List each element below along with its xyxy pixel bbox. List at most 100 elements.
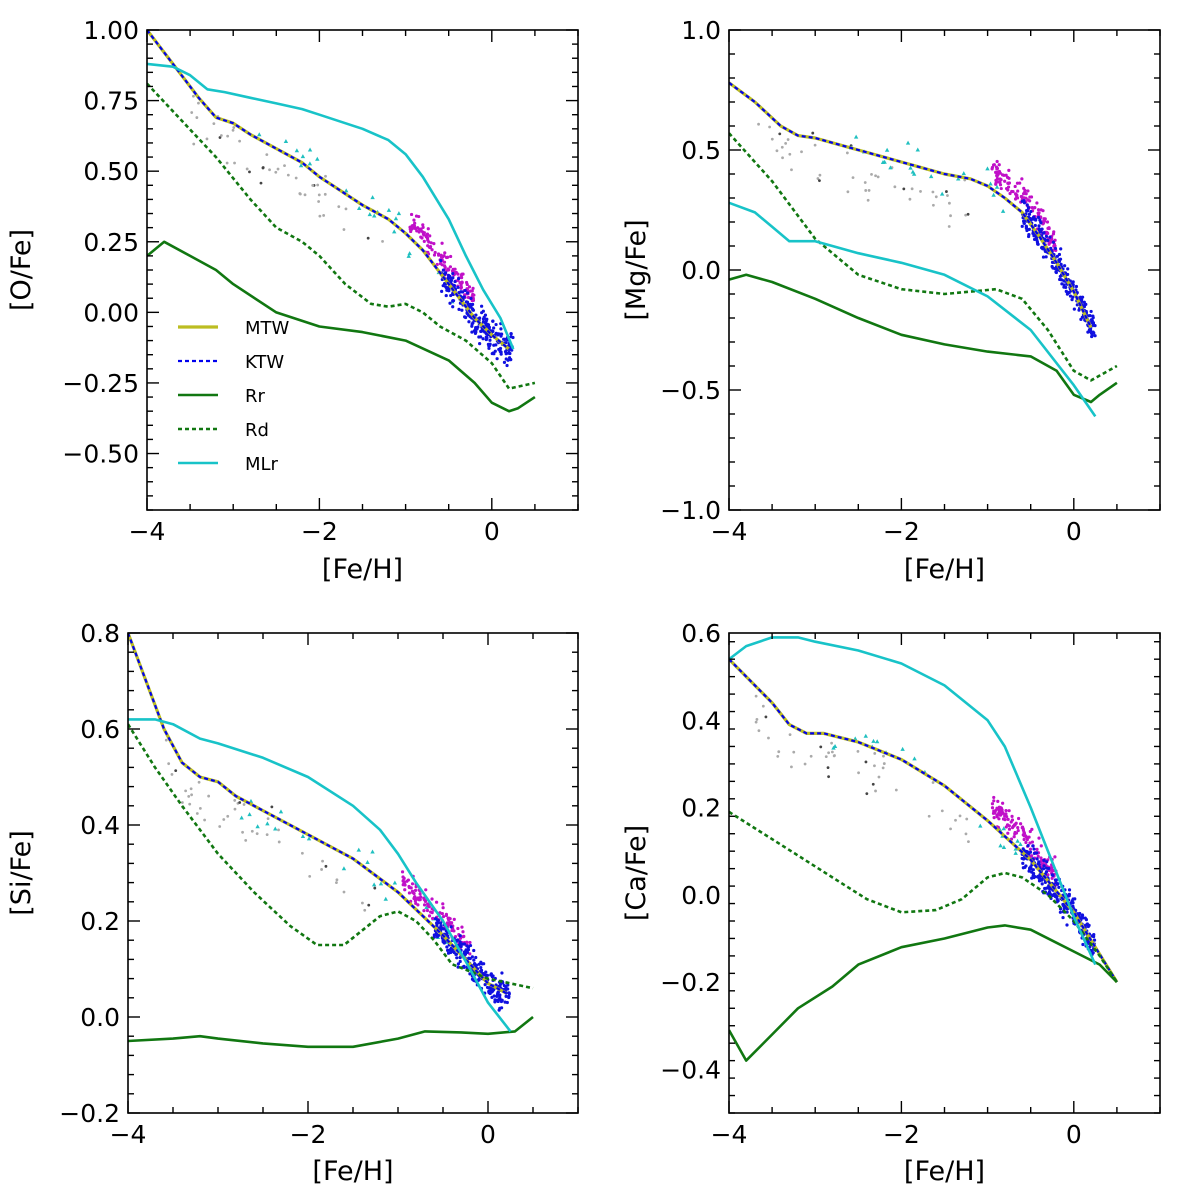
obs-point-thick-disk [430,248,434,252]
obs-point-thin-disk [463,288,467,293]
x-tick-label: −4 [711,1120,748,1149]
y-tick-label: −0.4 [660,1055,721,1084]
obs-point-thin-disk [1030,217,1034,221]
obs-point-thin-disk [448,276,452,280]
obs-point-triangle [371,882,377,887]
obs-point-thin-disk [1030,876,1034,880]
obs-point-thick-disk [1013,830,1017,835]
obs-point-thin-disk [504,352,508,356]
obs-point-thin-disk [1053,246,1058,251]
obs-point-thin-disk [498,350,503,354]
obs-point-thin-disk [493,998,497,1002]
obs-point-thick-disk [1037,211,1041,215]
x-tick-label: −2 [290,1120,327,1149]
series-line-ktw [128,633,507,994]
obs-point-thin-disk [1038,218,1042,222]
obs-point-thick-disk [1012,835,1016,839]
obs-point-thin-disk [489,973,493,977]
obs-point-thick-disk [460,925,464,929]
x-tick-label: −4 [110,1120,147,1149]
x-axis-label: [Fe/H] [904,1156,985,1187]
obs-point-thick-disk [438,262,443,266]
obs-point-thin-disk [465,291,470,295]
obs-point-thin-disk [492,988,496,992]
obs-point-thin-disk [467,320,471,324]
obs-point-halo [946,194,949,197]
obs-point-halo [265,153,269,157]
obs-point-thick-disk [444,912,449,917]
obs-point-halo [167,762,171,766]
series-line-mlr [729,636,1097,966]
obs-point-thin-disk [485,985,490,990]
x-axis-label: [Fe/H] [312,1156,393,1187]
obs-point-thin-disk [466,302,470,306]
obs-point-halo [792,750,796,754]
obs-point-thick-disk [1013,192,1018,196]
obs-point-halo [192,94,195,98]
obs-point-triangle [393,216,399,221]
obs-point-halo [276,167,280,171]
obs-point-halo [778,132,782,136]
obs-point-thick-disk [446,916,450,920]
obs-point-halo [777,750,781,754]
obs-point-halo [238,801,242,804]
obs-point-thin-disk [482,316,486,320]
series-line-rr [729,273,1118,404]
obs-point-halo [768,125,772,129]
obs-point-thin-disk [1027,212,1032,216]
obs-point-thin-disk [484,335,488,339]
x-tick-label: 0 [484,517,500,546]
obs-point-thin-disk [1054,878,1058,882]
obs-point-halo [303,193,307,197]
obs-point-halo [242,803,246,806]
obs-point-thin-disk [448,948,452,952]
legend: MTW KTW Rr Rd MLr [178,318,290,475]
obs-point-halo [207,794,211,798]
obs-point-halo [845,151,849,155]
obs-point-halo [335,878,339,882]
obs-point-thin-disk [480,327,484,332]
obs-point-halo [277,828,280,832]
series-line-mlr [128,718,512,1033]
obs-point-thin-disk [1042,231,1046,235]
obs-point-thick-disk [446,268,451,272]
obs-point-halo [964,213,968,217]
obs-point-thick-disk [440,911,444,916]
obs-point-thin-disk [1043,880,1047,885]
obs-point-halo [754,694,758,698]
obs-point-halo [931,203,935,207]
obs-point-thin-disk [435,922,439,926]
obs-point-thin-disk [455,956,459,960]
obs-point-thick-disk [424,234,428,238]
obs-point-halo [174,769,178,773]
obs-point-thin-disk [457,307,461,311]
obs-point-thin-disk [1080,914,1085,918]
y-tick-label: 0.6 [80,715,120,744]
obs-point-thin-disk [432,933,436,937]
obs-point-halo [927,814,931,818]
obs-point-thick-disk [1036,854,1040,858]
obs-point-thick-disk [1004,808,1008,813]
obs-point-thin-disk [446,289,451,293]
obs-point-halo [225,161,229,165]
obs-point-thin-disk [470,330,474,334]
obs-point-thick-disk [468,289,473,293]
obs-point-thick-disk [992,163,996,167]
obs-point-thick-disk [426,244,430,248]
obs-point-thick-disk [442,264,447,268]
obs-point-thin-disk [1035,238,1039,243]
obs-point-thick-disk [403,883,407,887]
obs-point-thin-disk [472,958,476,962]
obs-point-thin-disk [453,279,457,284]
obs-point-thin-disk [1029,867,1033,871]
obs-point-halo [966,212,970,216]
obs-point-thin-disk [1023,219,1027,223]
obs-point-triangle [396,211,402,216]
obs-point-halo [767,736,770,740]
obs-point-halo [238,139,242,143]
obs-point-thin-disk [458,934,462,938]
obs-point-halo [775,149,779,153]
obs-point-halo [324,864,328,868]
obs-point-halo [308,874,312,878]
series-line-mlr [147,62,515,350]
